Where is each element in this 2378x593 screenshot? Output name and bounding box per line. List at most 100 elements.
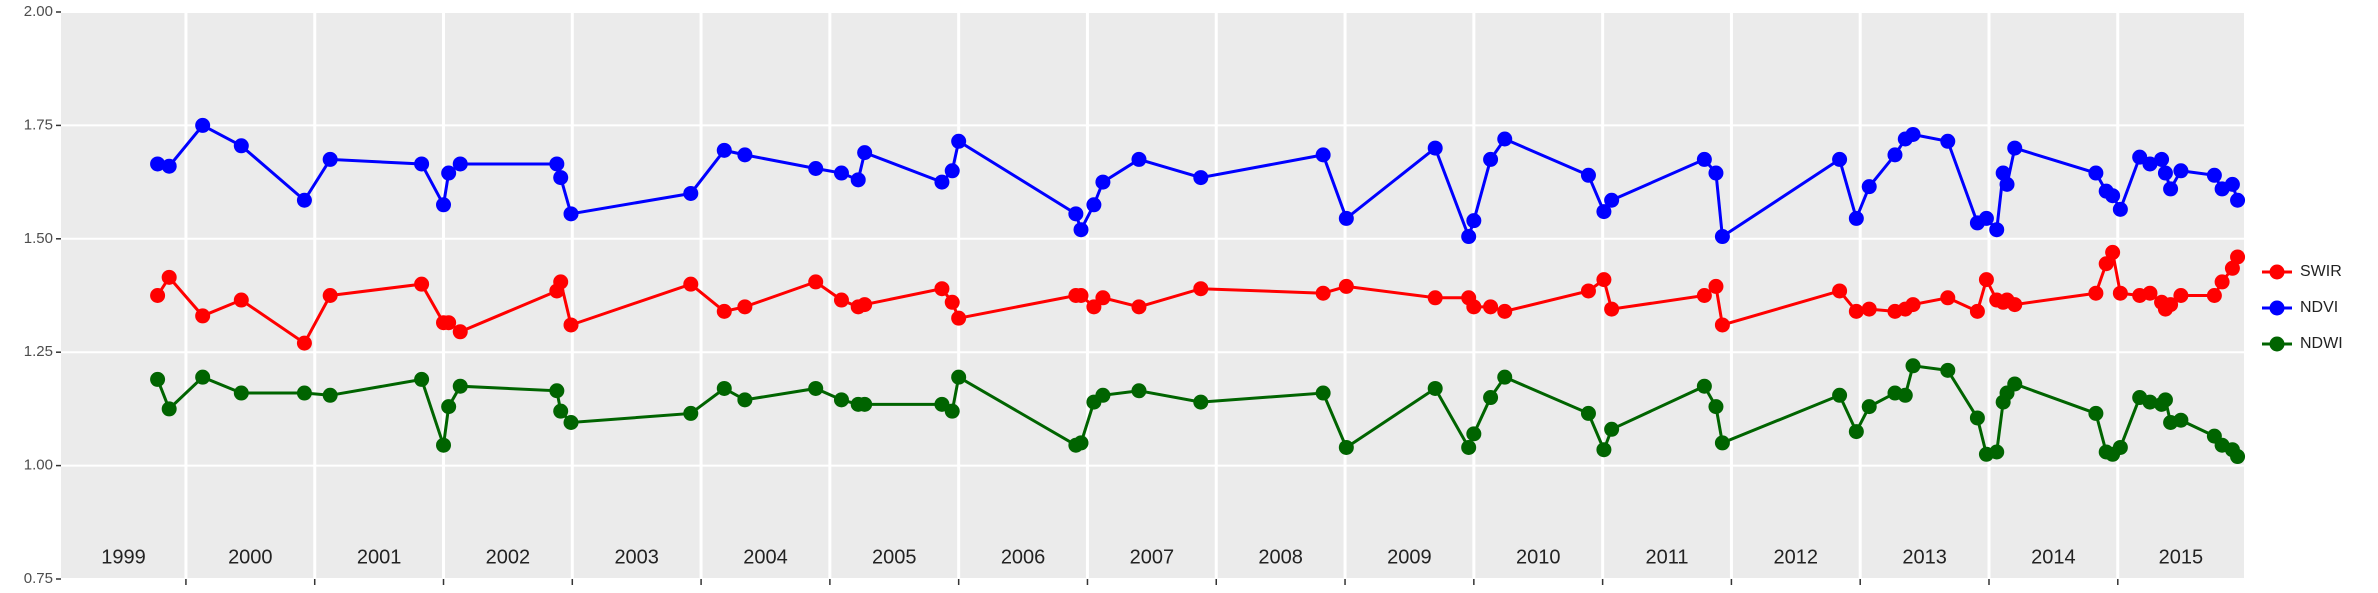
point — [2142, 156, 2158, 172]
point — [563, 415, 579, 431]
point — [737, 392, 753, 408]
point — [716, 142, 732, 158]
point — [1969, 410, 1985, 426]
point — [1832, 283, 1848, 299]
point — [1073, 222, 1089, 238]
point — [1338, 439, 1354, 455]
point — [1905, 126, 1921, 142]
point — [857, 297, 873, 313]
point — [2163, 181, 2179, 197]
point — [296, 385, 312, 401]
point — [1604, 192, 1620, 208]
point — [2173, 412, 2189, 428]
point — [1940, 290, 1956, 306]
point — [1989, 444, 2005, 460]
point — [1131, 383, 1147, 399]
year-label: 2001 — [357, 546, 402, 568]
year-label: 2012 — [1774, 546, 1819, 568]
point — [683, 405, 699, 421]
point — [934, 281, 950, 297]
point — [549, 156, 565, 172]
point — [1989, 222, 2005, 238]
point — [553, 403, 569, 419]
year-label: 2014 — [2031, 546, 2076, 568]
point — [441, 165, 457, 181]
point — [1466, 213, 1482, 229]
point — [322, 151, 338, 167]
point — [1696, 288, 1712, 303]
point — [233, 385, 249, 401]
y-tick-label: 0.75 — [24, 570, 53, 587]
point — [1461, 439, 1477, 455]
point — [1483, 390, 1499, 406]
point — [161, 269, 177, 285]
point — [716, 380, 732, 396]
point — [322, 288, 338, 303]
point — [296, 335, 312, 351]
point — [1714, 317, 1730, 333]
y-tick-label: 2.00 — [24, 3, 53, 20]
point — [2105, 244, 2121, 260]
point — [808, 380, 824, 396]
point — [441, 399, 457, 415]
point — [808, 274, 824, 290]
point — [2088, 165, 2104, 181]
point — [2007, 140, 2023, 156]
point — [1580, 283, 1596, 299]
point — [322, 387, 338, 403]
point — [1596, 204, 1612, 220]
point — [2007, 376, 2023, 392]
point — [1086, 197, 1102, 213]
point — [1315, 285, 1331, 301]
year-label: 2003 — [614, 546, 659, 568]
point — [1580, 405, 1596, 421]
point — [850, 172, 866, 188]
point — [1969, 303, 1985, 319]
point — [1596, 272, 1612, 288]
point — [1832, 387, 1848, 403]
point — [436, 197, 452, 213]
point — [1861, 301, 1877, 317]
point — [2112, 285, 2128, 301]
point — [233, 138, 249, 154]
point — [2206, 167, 2222, 183]
point — [857, 145, 873, 161]
legend-label: SWIR — [2300, 263, 2342, 280]
point — [150, 288, 166, 303]
point — [1497, 369, 1513, 385]
point — [737, 299, 753, 315]
legend-key-point — [2269, 336, 2285, 352]
point — [934, 174, 950, 190]
point — [1708, 165, 1724, 181]
point — [1596, 442, 1612, 458]
point — [1466, 426, 1482, 442]
point — [563, 317, 579, 333]
point — [1427, 290, 1443, 306]
point — [833, 165, 849, 181]
point — [452, 324, 468, 340]
point — [2157, 165, 2173, 181]
point — [1708, 278, 1724, 294]
point — [1978, 210, 1994, 226]
point — [1131, 299, 1147, 315]
year-label: 2000 — [228, 546, 273, 568]
point — [1604, 421, 1620, 437]
point — [195, 308, 211, 324]
point — [2112, 201, 2128, 217]
year-label: 2015 — [2159, 546, 2204, 568]
year-label: 2013 — [1902, 546, 1947, 568]
point — [563, 206, 579, 222]
point — [2088, 285, 2104, 301]
point — [2224, 260, 2240, 276]
point — [1861, 179, 1877, 195]
panel — [61, 12, 2244, 579]
point — [161, 158, 177, 174]
point — [833, 292, 849, 308]
point — [1999, 176, 2015, 192]
legend-label: NDVI — [2300, 299, 2338, 316]
point — [150, 371, 166, 387]
point — [2206, 288, 2222, 303]
point — [1978, 272, 1994, 288]
point — [436, 437, 452, 453]
